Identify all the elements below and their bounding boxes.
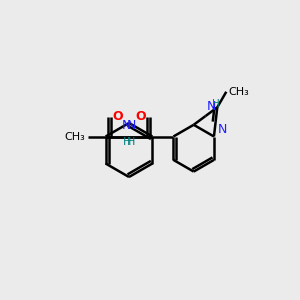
Text: N: N: [207, 100, 216, 113]
Text: H: H: [212, 100, 220, 110]
Text: N: N: [218, 123, 227, 136]
Text: N: N: [127, 119, 136, 132]
Text: O: O: [135, 110, 146, 124]
Text: CH₃: CH₃: [228, 87, 249, 97]
Text: H: H: [127, 137, 136, 147]
Text: H: H: [122, 137, 131, 147]
Text: O: O: [112, 110, 123, 124]
Text: N: N: [122, 119, 131, 132]
Text: CH₃: CH₃: [64, 131, 85, 142]
